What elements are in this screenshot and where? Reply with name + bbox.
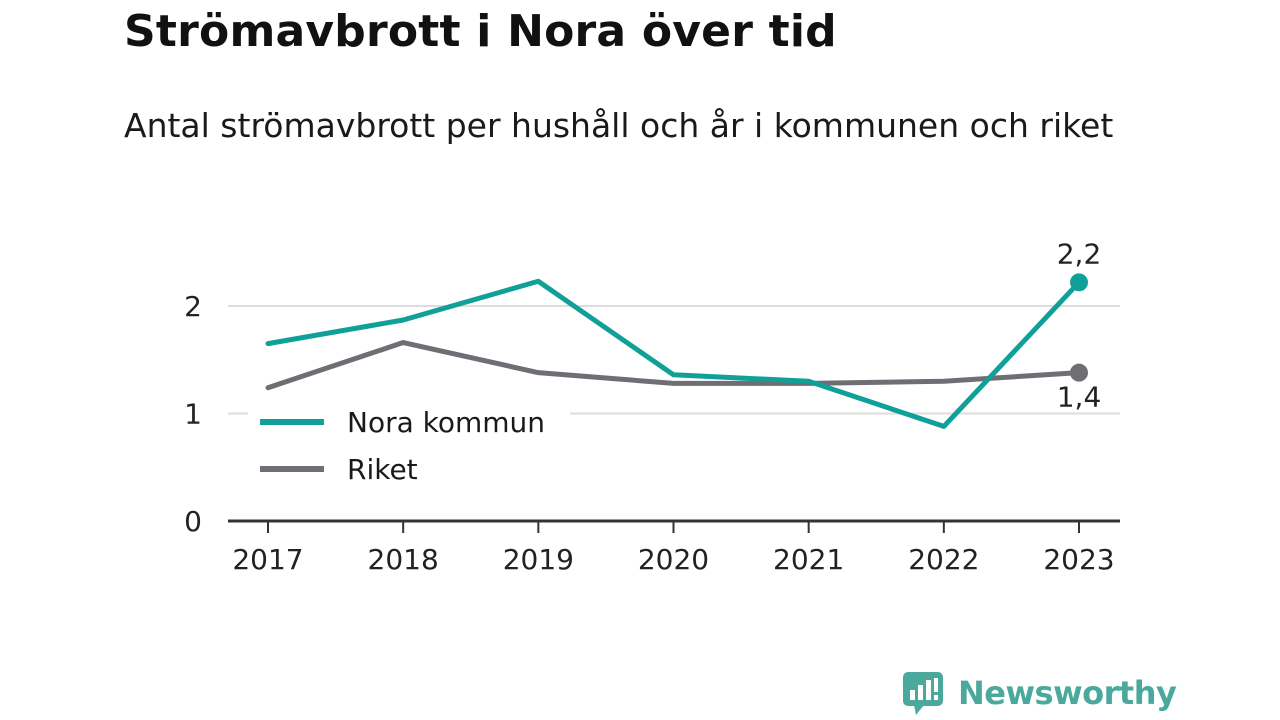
end-point-marker: [1070, 273, 1088, 292]
end-value-label: 1,4: [1057, 381, 1102, 414]
x-tick-label: 2019: [503, 543, 574, 576]
x-tick-label: 2020: [638, 543, 709, 576]
y-tick-label: 2: [184, 290, 202, 323]
x-axis: 2017 2018 2019 2020 2021 2022 2023: [228, 519, 1120, 576]
x-tick-label: 2023: [1043, 543, 1114, 576]
y-tick-labels: 0 1 2: [184, 290, 202, 538]
legend-label: Riket: [347, 453, 418, 486]
y-tick-label: 0: [184, 505, 202, 538]
legend-label: Nora kommun: [347, 406, 545, 439]
series-lines: [265, 278, 1082, 429]
legend: Nora kommun Riket: [248, 398, 570, 498]
series-line-nora-kommun: [265, 278, 1082, 429]
series-line-riket: [265, 340, 1082, 391]
x-tick-label: 2018: [368, 543, 439, 576]
x-tick-label: 2022: [908, 543, 979, 576]
newsworthy-icon: [903, 672, 943, 715]
chart-title: Strömavbrott i Nora över tid: [124, 6, 837, 57]
gridlines: [228, 305, 1120, 415]
end-value-label: 2,2: [1057, 237, 1102, 270]
chart-subtitle: Antal strömavbrott per hushåll och år i …: [124, 106, 1114, 145]
x-tick-label: 2017: [232, 543, 303, 576]
y-tick-label: 1: [184, 398, 202, 431]
newsworthy-logo: Newsworthy: [902, 670, 1177, 716]
brand-name: Newsworthy: [958, 674, 1177, 712]
end-point-marker: [1070, 363, 1088, 382]
x-tick-label: 2021: [773, 543, 844, 576]
legend-background: [248, 398, 570, 498]
end-markers: 2,2 1,4: [1057, 237, 1102, 413]
